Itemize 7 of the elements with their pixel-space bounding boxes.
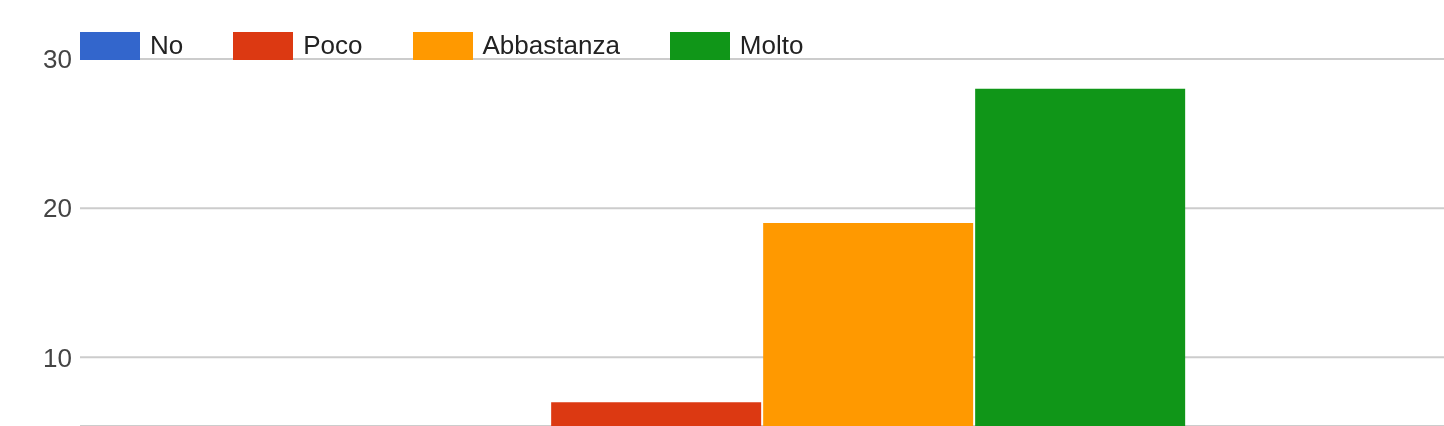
legend-label: No (150, 30, 184, 61)
legend-label: Poco (303, 30, 363, 61)
legend-label: Abbastanza (482, 30, 620, 61)
y-tick-label: 10 (43, 342, 72, 373)
legend-label: Molto (739, 30, 804, 61)
y-tick-label: 30 (43, 44, 72, 75)
y-tick-label: 20 (43, 193, 72, 224)
